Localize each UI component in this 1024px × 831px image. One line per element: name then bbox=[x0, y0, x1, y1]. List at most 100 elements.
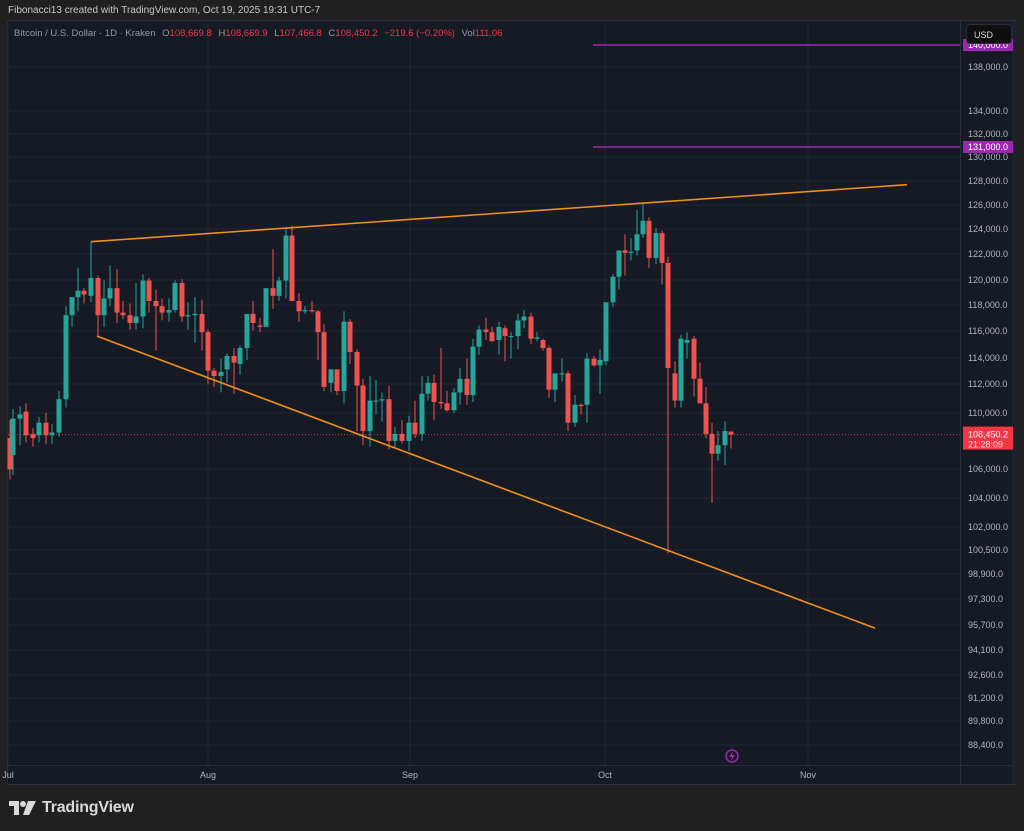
candle-body bbox=[237, 347, 243, 364]
candle-body bbox=[715, 445, 721, 454]
candle-body bbox=[703, 403, 709, 434]
candle-body bbox=[565, 373, 571, 423]
candle-body bbox=[159, 306, 165, 313]
volume-label: Vol bbox=[461, 28, 475, 39]
candle-body bbox=[354, 351, 360, 386]
candle-body bbox=[691, 338, 697, 379]
candle-body bbox=[528, 316, 534, 339]
candle-body bbox=[211, 370, 217, 377]
price-axis-scrollbar[interactable] bbox=[1012, 21, 1017, 784]
candle-body bbox=[127, 315, 133, 323]
high-value: 108,669.9 bbox=[225, 28, 268, 39]
low-label: L bbox=[274, 28, 280, 39]
candle-body bbox=[496, 326, 502, 341]
candle-body bbox=[431, 382, 437, 402]
open-value: 108,669.8 bbox=[169, 28, 212, 39]
lightning-icon[interactable] bbox=[725, 749, 739, 763]
candle-body bbox=[515, 320, 521, 337]
candle-body bbox=[7, 438, 13, 470]
candle-body bbox=[263, 288, 269, 327]
candle-body bbox=[610, 276, 616, 303]
brand-name: TradingView bbox=[42, 799, 134, 816]
candle-body bbox=[114, 288, 120, 313]
candle-body bbox=[634, 234, 640, 251]
candle-body bbox=[597, 359, 603, 366]
trendline-lower[interactable] bbox=[96, 335, 876, 629]
price-tick-label: 120,000.0 bbox=[968, 275, 1008, 285]
candle-body bbox=[591, 358, 597, 366]
candle-body bbox=[386, 399, 392, 441]
candle-body bbox=[341, 321, 347, 392]
candle-body bbox=[153, 300, 159, 307]
candle-body bbox=[302, 310, 308, 312]
candle-body bbox=[289, 235, 295, 301]
price-tick-label: 89,800.0 bbox=[968, 716, 1003, 726]
tradingview-logo-icon bbox=[9, 801, 36, 815]
open-label: O bbox=[162, 28, 170, 39]
price-tick-label: 116,000.0 bbox=[968, 326, 1007, 336]
candle-body bbox=[250, 313, 256, 323]
candle-body bbox=[315, 311, 321, 333]
candle-body bbox=[334, 369, 340, 392]
candle-body bbox=[379, 399, 385, 401]
candle-body bbox=[270, 288, 276, 296]
candle-body bbox=[360, 385, 366, 432]
candle-body bbox=[43, 422, 49, 436]
price-tick-label: 95,700.0 bbox=[968, 620, 1003, 630]
candle-body bbox=[722, 431, 728, 446]
candle-body bbox=[646, 220, 652, 258]
candle-body bbox=[321, 332, 327, 387]
level-price-text: 140,000.0 bbox=[968, 40, 1008, 50]
currency-button[interactable]: USD bbox=[966, 24, 1012, 44]
trendline-upper[interactable] bbox=[90, 183, 908, 243]
candle-body bbox=[552, 373, 558, 390]
high-label: H bbox=[218, 28, 226, 39]
candle-body bbox=[572, 404, 578, 423]
time-tick-label: Sep bbox=[402, 770, 418, 780]
price-tick-label: 102,000.0 bbox=[968, 522, 1008, 532]
candle-body bbox=[578, 404, 584, 407]
candle-body bbox=[23, 411, 29, 436]
candle-body bbox=[49, 432, 55, 436]
candle-body bbox=[457, 378, 463, 393]
candle-body bbox=[470, 346, 476, 396]
candle-body bbox=[546, 347, 552, 390]
candle-body bbox=[88, 278, 94, 296]
low-value: 107,466.8 bbox=[279, 28, 322, 39]
candle-body bbox=[81, 290, 87, 295]
volume-value: 111.06 bbox=[474, 28, 503, 39]
candle-body bbox=[392, 433, 398, 441]
candle-body bbox=[444, 403, 450, 411]
symbol-title[interactable]: Bitcoin / U.S. Dollar · 1D · Kraken bbox=[14, 28, 156, 39]
candle-body bbox=[36, 422, 42, 436]
change-value: −219.6 (−0.20%) bbox=[384, 28, 455, 39]
level-price-text: 131,000.0 bbox=[968, 142, 1008, 152]
candle-body bbox=[283, 235, 289, 281]
candle-body bbox=[296, 300, 302, 312]
candle-body bbox=[584, 358, 590, 405]
candle-body bbox=[192, 313, 198, 316]
candle-body bbox=[367, 400, 373, 432]
candle-body bbox=[179, 283, 185, 317]
price-tick-label: 122,000.0 bbox=[968, 249, 1008, 259]
price-tick-label: 134,000.0 bbox=[968, 106, 1008, 116]
candle-body bbox=[684, 340, 690, 343]
price-tick-label: 138,000.0 bbox=[968, 62, 1008, 72]
price-tick-label: 106,000.0 bbox=[968, 464, 1008, 474]
candle-body bbox=[107, 288, 113, 299]
attribution-header: Fibonacci13 created with TradingView.com… bbox=[8, 5, 321, 16]
candle-body bbox=[659, 233, 665, 263]
candle-body bbox=[640, 220, 646, 235]
tradingview-logo[interactable]: TradingView bbox=[9, 799, 134, 817]
candle-body bbox=[540, 340, 546, 348]
candle-body bbox=[172, 283, 178, 311]
price-tick-label: 88,400.0 bbox=[968, 740, 1003, 750]
level-price-label bbox=[963, 141, 1013, 153]
candle-body bbox=[140, 280, 146, 317]
candle-body bbox=[166, 310, 172, 313]
candle-body bbox=[653, 233, 659, 258]
price-tick-label: 126,000.0 bbox=[968, 200, 1008, 210]
candle-body bbox=[309, 310, 315, 312]
lightning-bolt-icon bbox=[729, 751, 735, 761]
